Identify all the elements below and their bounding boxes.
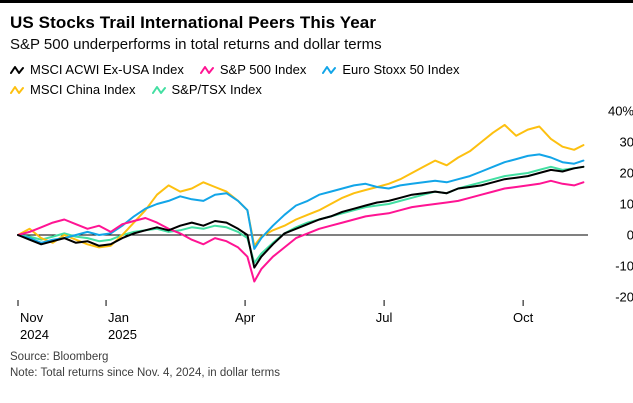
source-text: Source: Bloomberg (10, 351, 109, 363)
legend-line-icon (151, 85, 166, 94)
series-line (17, 179, 585, 283)
legend-label: MSCI ACWI Ex-USA Index (30, 62, 184, 77)
legend-line-icon (10, 65, 24, 74)
chart-subtitle: S&P 500 underperforms in total returns a… (10, 36, 382, 53)
series-line (17, 165, 585, 264)
legend-label: MSCI China Index (30, 82, 136, 97)
page-title: US Stocks Trail International Peers This… (10, 13, 377, 32)
y-axis-tick-label: 40% (608, 104, 633, 119)
note-text: Note: Total returns since Nov. 4, 2024, … (10, 367, 280, 380)
legend-line-icon (322, 65, 337, 74)
x-axis-tick-label: Jul (376, 310, 393, 325)
legend-line-icon (199, 65, 214, 74)
legend-line-icon (10, 85, 24, 94)
chart-area: 40% 30 20 10 0 -10 -20 Nov 2024 Jan 2025 Apr Jul Oct (10, 99, 633, 347)
x-axis-tick-label: Apr (235, 310, 256, 325)
legend-label: S&P 500 Index (219, 62, 307, 77)
line-chart: 40% 30 20 10 0 -10 -20 Nov 2024 Jan 2025 Apr Jul Oct (17, 104, 633, 342)
series-line (17, 123, 585, 249)
y-axis-tick-label: 20 (620, 166, 633, 181)
legend-label: S&P/TSX Index (171, 82, 262, 97)
legend-item: MSCI ACWI Ex-USA Index (10, 62, 184, 77)
y-axis-tick-label: 30 (620, 135, 633, 150)
legend-item: S&P 500 Index (199, 62, 307, 77)
legend-item: MSCI China Index (10, 82, 136, 97)
series-line (17, 165, 585, 269)
y-axis-tick-label: 10 (620, 197, 633, 212)
y-axis-tick-label: -20 (615, 290, 633, 305)
legend-item: Euro Stoxx 50 Index (322, 62, 459, 77)
y-axis-tick-label: -10 (615, 259, 633, 274)
x-axis-tick-label: Nov (20, 310, 44, 325)
x-axis-tick-label: Oct (513, 310, 534, 325)
chart-footer: Source: Bloomberg Note: Total returns si… (10, 349, 623, 381)
x-axis-tick-label: Jan (108, 310, 129, 325)
chart-legend: MSCI ACWI Ex-USA Index S&P 500 Index Euro … (10, 62, 550, 97)
legend-label: Euro Stoxx 50 Index (342, 62, 460, 77)
x-axis-tick-sublabel: 2024 (20, 327, 49, 342)
legend-item: S&P/TSX Index (151, 82, 262, 97)
y-axis-tick-label: 0 (627, 228, 633, 243)
x-axis-tick-sublabel: 2025 (108, 327, 137, 342)
series-line (17, 153, 585, 250)
